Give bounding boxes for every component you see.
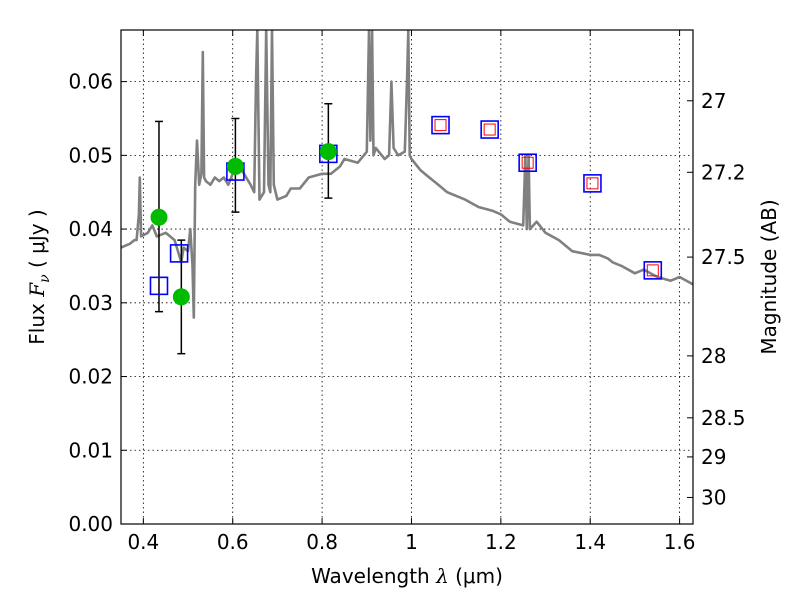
x-tick-label: 1.2 [485, 530, 517, 554]
y-tick-label: 0.02 [68, 365, 113, 389]
green-data-point [172, 288, 190, 306]
x-axis-label-symbol: λ [435, 564, 449, 588]
plot-content [121, 30, 693, 355]
y2-tick-label: 28.5 [701, 406, 746, 430]
blue-square-marker [480, 120, 499, 139]
y2-tick-label: 27.5 [701, 245, 746, 269]
x-tick-label: 1.6 [664, 530, 696, 554]
red-square-marker [646, 264, 659, 277]
red-square-marker [586, 177, 599, 190]
y2-tick-label: 28 [701, 344, 726, 368]
y2-tick-label: 30 [701, 485, 726, 509]
blue-square-marker [583, 174, 602, 193]
x-tick-label: 1 [405, 530, 418, 554]
x-axis-label: Wavelength λ (μm) [311, 564, 503, 588]
x-axis-label-unit: (μm) [449, 564, 503, 588]
y-tick-label: 0.04 [68, 217, 113, 241]
blue-square-marker [643, 261, 663, 280]
y-tick-label: 0.00 [68, 512, 113, 536]
green-data-point [226, 157, 244, 175]
y-tick-label: 0.05 [68, 143, 113, 167]
blue-square-marker [518, 153, 537, 173]
x-tick-label: 0.6 [217, 530, 249, 554]
blue-square-marker [149, 276, 169, 296]
y-axis-label-symbol: F [25, 282, 49, 298]
y-tick-label: 0.01 [68, 438, 113, 462]
y2-tick-label: 29 [701, 445, 726, 469]
red-square-marker [434, 119, 447, 132]
y-axis-label-subscript: ν [37, 274, 53, 283]
blue-square-marker [431, 115, 450, 135]
red-square-marker [483, 123, 496, 136]
blue-square-marker [169, 244, 189, 263]
y2-axis-label: Magnitude (AB) [757, 199, 781, 354]
y-axis-label-unit: ( μJy ) [25, 209, 49, 274]
y-tick-label: 0.06 [68, 70, 113, 94]
green-data-point [150, 208, 168, 226]
spectrum-line [121, 30, 693, 319]
x-axis-label-prefix: Wavelength [311, 564, 436, 588]
red-square-marker [521, 156, 534, 169]
axis-ticks: 0.4 0.6 0.8 1 1.2 1.4 1.6 0.00 0.01 0.02 0.03 0.04 0… [68, 30, 746, 554]
y2-tick-label: 27.2 [701, 160, 746, 184]
plot-frame [120, 29, 694, 525]
y-tick-label: 0.03 [68, 291, 113, 315]
green-data-point [319, 143, 337, 161]
y-axis-label: Flux Fν ( μJy ) [25, 209, 53, 344]
x-tick-label: 0.8 [306, 530, 338, 554]
x-tick-label: 0.4 [127, 530, 159, 554]
y2-tick-label: 27 [701, 89, 726, 113]
x-tick-label: 1.4 [574, 530, 606, 554]
y-axis-label-prefix: Flux [25, 297, 49, 345]
